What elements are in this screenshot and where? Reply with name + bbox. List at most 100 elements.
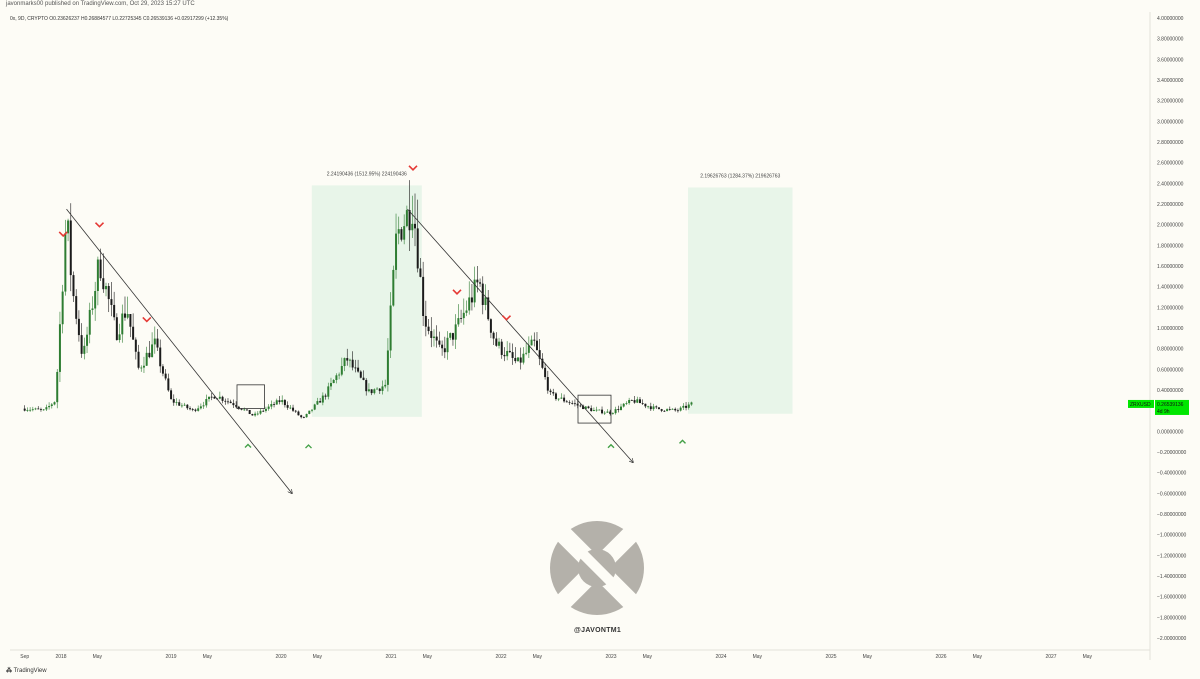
candle-body: [660, 409, 663, 411]
candle-body: [514, 357, 517, 362]
candle-body: [443, 348, 446, 353]
candle-body: [405, 210, 408, 227]
candle-body: [118, 334, 121, 340]
candle-body: [26, 410, 29, 411]
candle-body: [601, 409, 604, 414]
candle-body: [292, 407, 295, 411]
candle-body: [297, 411, 300, 416]
candle-body: [359, 371, 362, 378]
candle-body: [170, 390, 173, 400]
candle-body: [340, 366, 343, 375]
candle-body: [123, 313, 126, 318]
candle-body: [321, 395, 324, 403]
candle-body: [226, 401, 229, 403]
candle-body: [430, 331, 433, 338]
x-tick-label: 2026: [935, 654, 946, 660]
x-tick-label: May: [93, 654, 103, 660]
candle-body: [72, 275, 75, 297]
candle-body: [603, 412, 606, 414]
candle-body: [454, 324, 457, 340]
candle-body: [617, 409, 620, 411]
sell-marker-icon: [452, 289, 462, 295]
candle-body: [37, 408, 40, 410]
candle-body: [381, 386, 384, 391]
candle-body: [614, 409, 617, 414]
candle-body: [186, 404, 189, 409]
candle-body: [308, 410, 311, 414]
candle-body: [278, 400, 281, 403]
candle-body: [522, 353, 525, 363]
candle-body: [606, 411, 609, 413]
candle-body: [644, 403, 647, 407]
candle-body: [229, 401, 232, 404]
candle-body: [508, 350, 511, 353]
tradingview-icon: ⁂: [6, 668, 12, 674]
y-tick-label: 1.60000000: [1157, 264, 1184, 270]
x-tick-label: 2020: [275, 654, 286, 660]
candle-body: [348, 359, 351, 361]
candle-body: [544, 367, 547, 378]
candle-body: [498, 341, 501, 346]
y-tick-label: 1.80000000: [1157, 243, 1184, 249]
y-tick-label: −0.40000000: [1157, 471, 1187, 477]
sell-marker-icon: [408, 165, 418, 171]
candle-body: [58, 324, 61, 372]
candle-body: [180, 405, 183, 407]
sell-marker-icon: [94, 222, 105, 228]
candle-body: [500, 341, 503, 355]
candle-body: [557, 398, 560, 400]
candle-body: [283, 400, 286, 406]
candle-body: [525, 352, 528, 354]
candle-body: [457, 318, 460, 325]
candle-body: [373, 389, 376, 394]
candle-body: [354, 367, 357, 369]
candle-body: [674, 408, 677, 411]
candle-body: [592, 410, 595, 412]
x-tick-label: 2021: [385, 654, 396, 660]
candle-body: [110, 299, 113, 305]
candle-body: [676, 410, 679, 412]
candle-body: [517, 357, 520, 362]
consolidation-box: [236, 384, 265, 410]
time-axis: Sep 2018 May 2019 May 2020 May 2021 May 2022 May 20…: [10, 649, 1150, 660]
tradingview-brand[interactable]: ⁂ TradingView: [6, 667, 47, 674]
candle-body: [587, 406, 590, 409]
projection-box: [688, 187, 793, 414]
candle-body: [511, 352, 514, 358]
candle-body: [343, 358, 346, 367]
candle-body: [451, 333, 454, 340]
candle-body: [503, 354, 506, 357]
candle-body: [210, 396, 213, 398]
x-tick-label: May: [203, 654, 213, 660]
y-tick-label: 3.40000000: [1157, 78, 1184, 84]
candle-body: [479, 282, 482, 284]
y-tick-label: 2.00000000: [1157, 223, 1184, 229]
sell-marker-icon: [501, 315, 512, 321]
candle-body: [668, 409, 671, 410]
candle-body: [264, 408, 267, 411]
candle-body: [663, 410, 666, 412]
candle-body: [316, 401, 319, 405]
candle-body: [649, 406, 652, 410]
watermark-handle: @JAVONTM1: [574, 627, 622, 634]
candle-body: [273, 404, 276, 405]
trendline-arrow: [407, 208, 634, 462]
candle-body: [178, 402, 181, 406]
candle-body: [107, 286, 110, 300]
y-tick-label: 0.60000000: [1157, 367, 1184, 373]
candle-body: [365, 379, 368, 392]
candle-body: [378, 388, 381, 391]
candle-body: [64, 233, 67, 292]
candle-body: [221, 396, 224, 401]
x-tick-label: May: [753, 654, 763, 660]
candle-body: [441, 344, 444, 349]
candle-body: [259, 410, 262, 414]
candle-body: [134, 339, 137, 352]
candle-body: [620, 406, 623, 411]
candle-body: [351, 359, 354, 368]
candle-body: [563, 397, 566, 402]
candle-body: [554, 393, 557, 400]
candle-body: [302, 417, 305, 418]
buy-marker-icon: [305, 444, 312, 449]
